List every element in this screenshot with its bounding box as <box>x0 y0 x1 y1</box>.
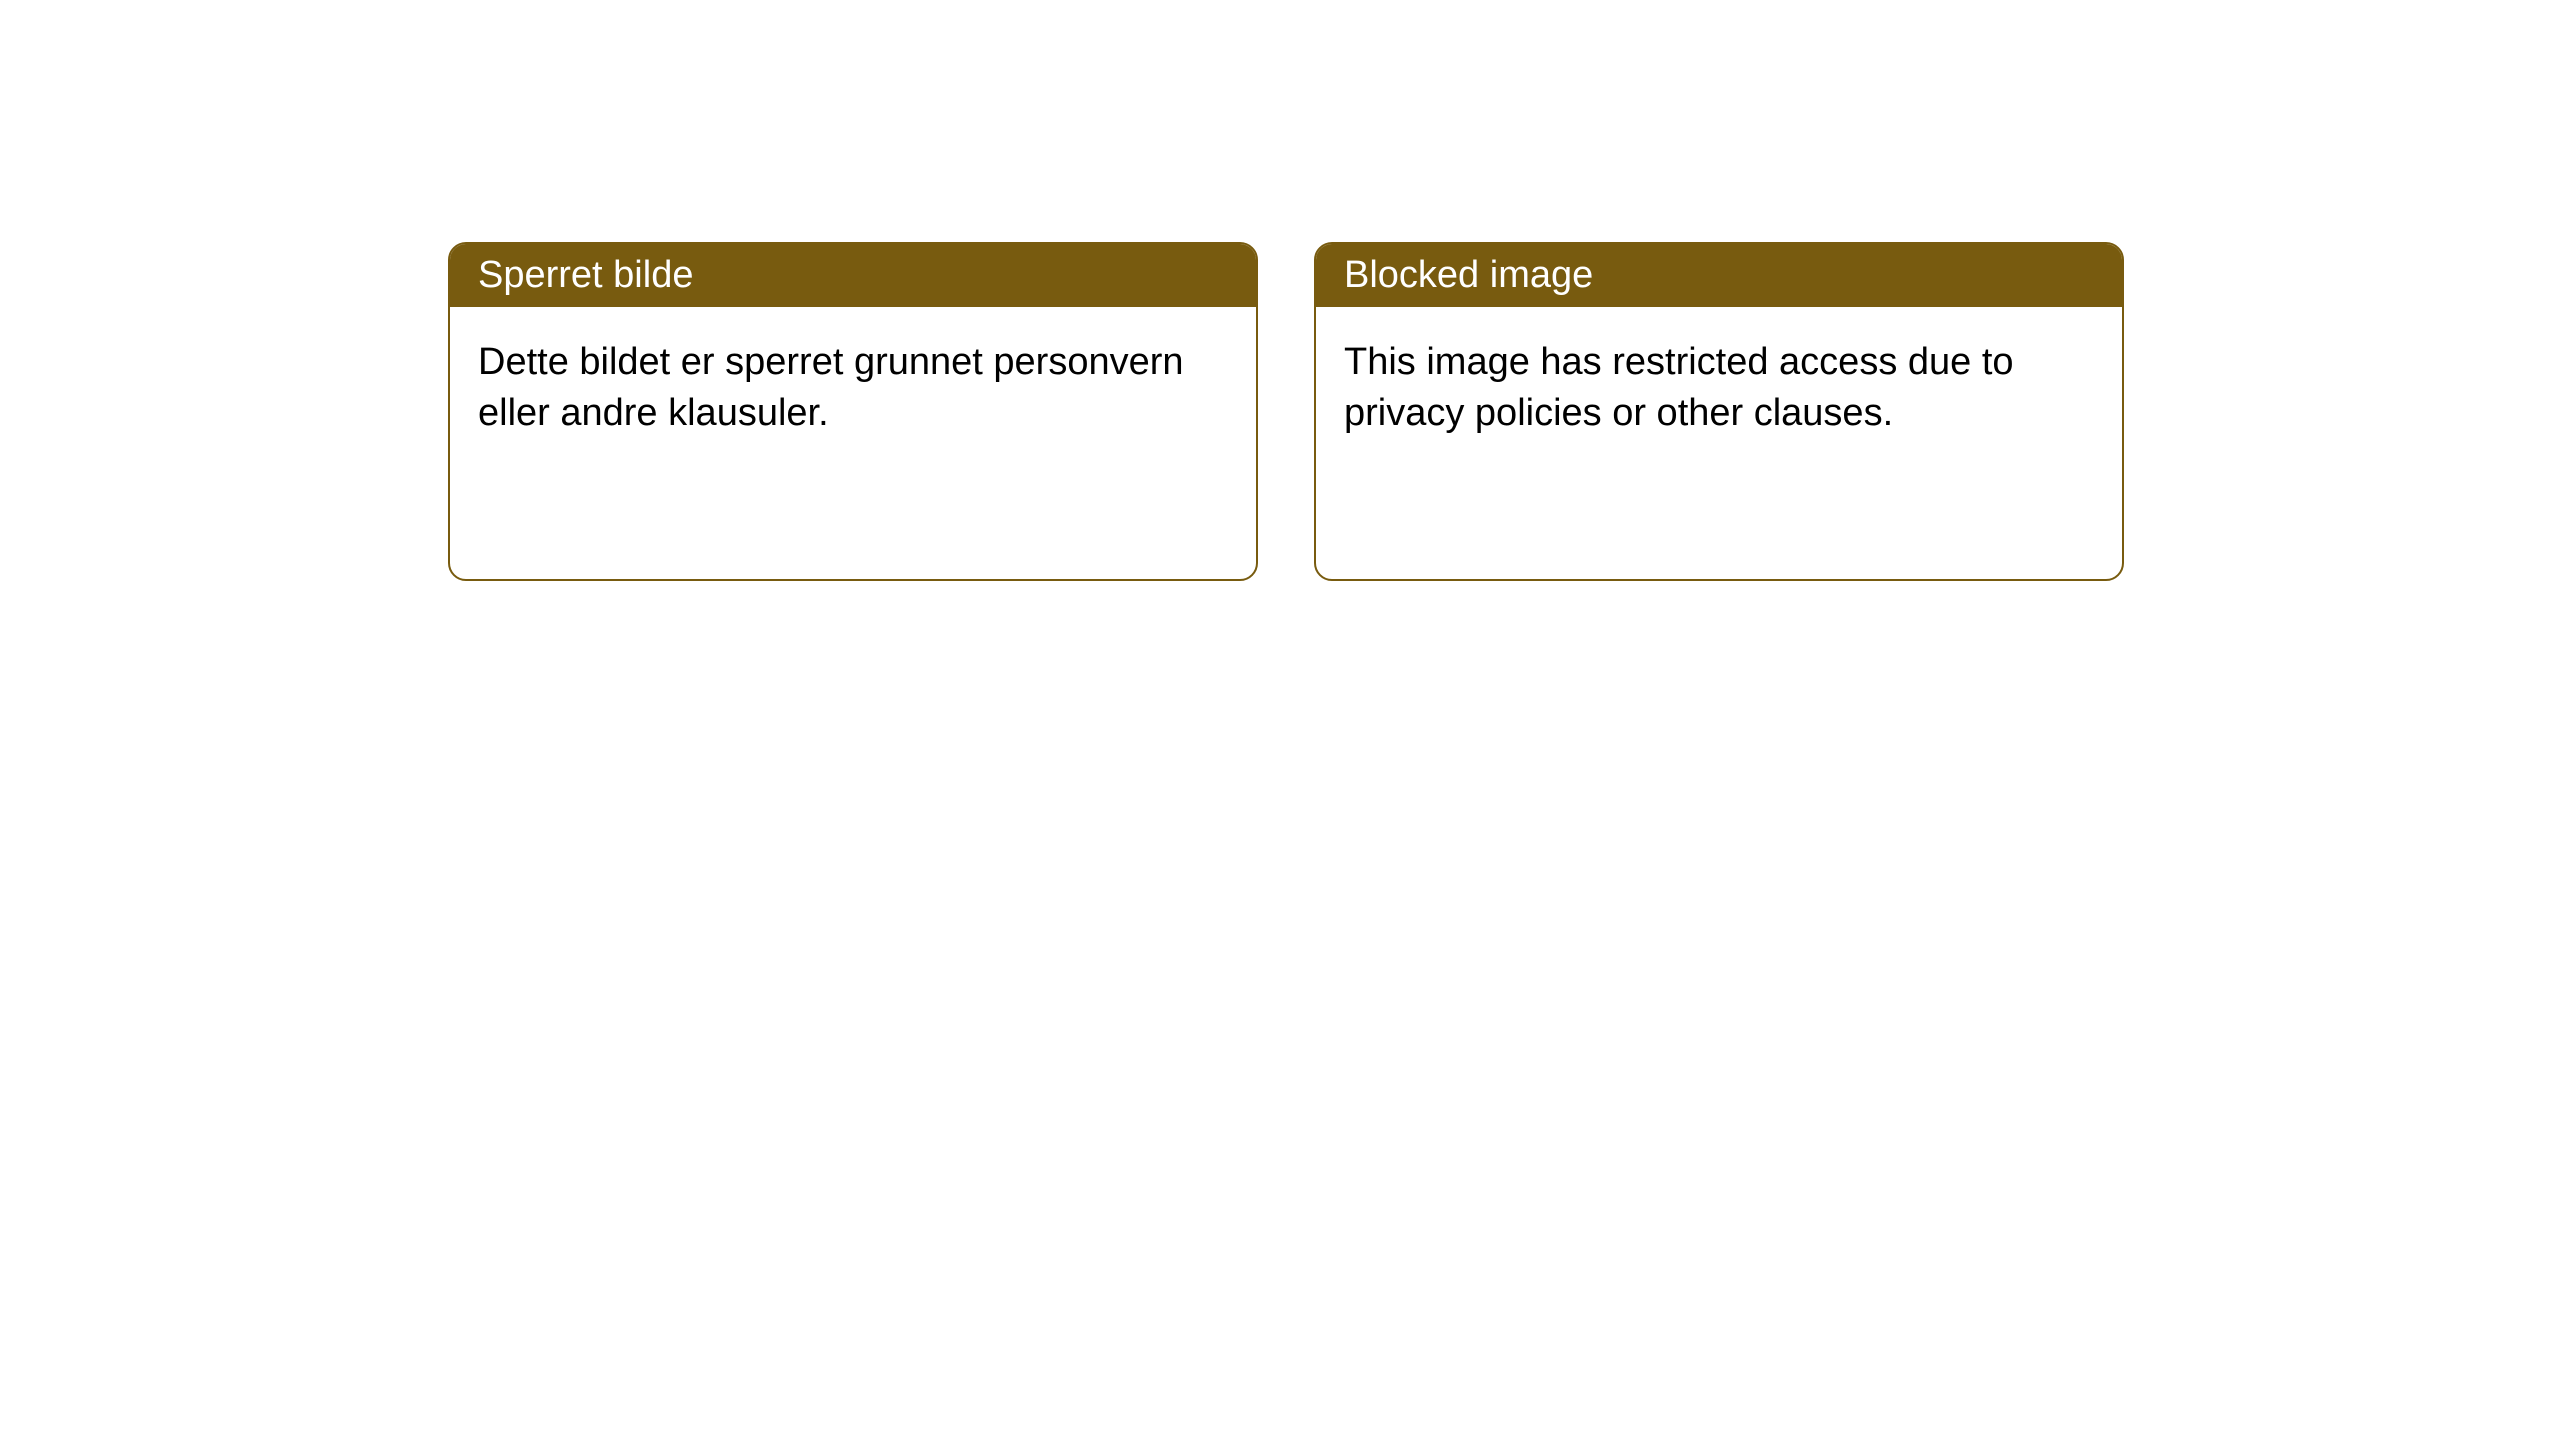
notice-container: Sperret bilde Dette bildet er sperret gr… <box>0 0 2560 581</box>
notice-body: This image has restricted access due to … <box>1316 307 2122 470</box>
notice-header: Blocked image <box>1316 244 2122 307</box>
notice-card-norwegian: Sperret bilde Dette bildet er sperret gr… <box>448 242 1258 581</box>
notice-body: Dette bildet er sperret grunnet personve… <box>450 307 1256 470</box>
notice-header: Sperret bilde <box>450 244 1256 307</box>
notice-card-english: Blocked image This image has restricted … <box>1314 242 2124 581</box>
